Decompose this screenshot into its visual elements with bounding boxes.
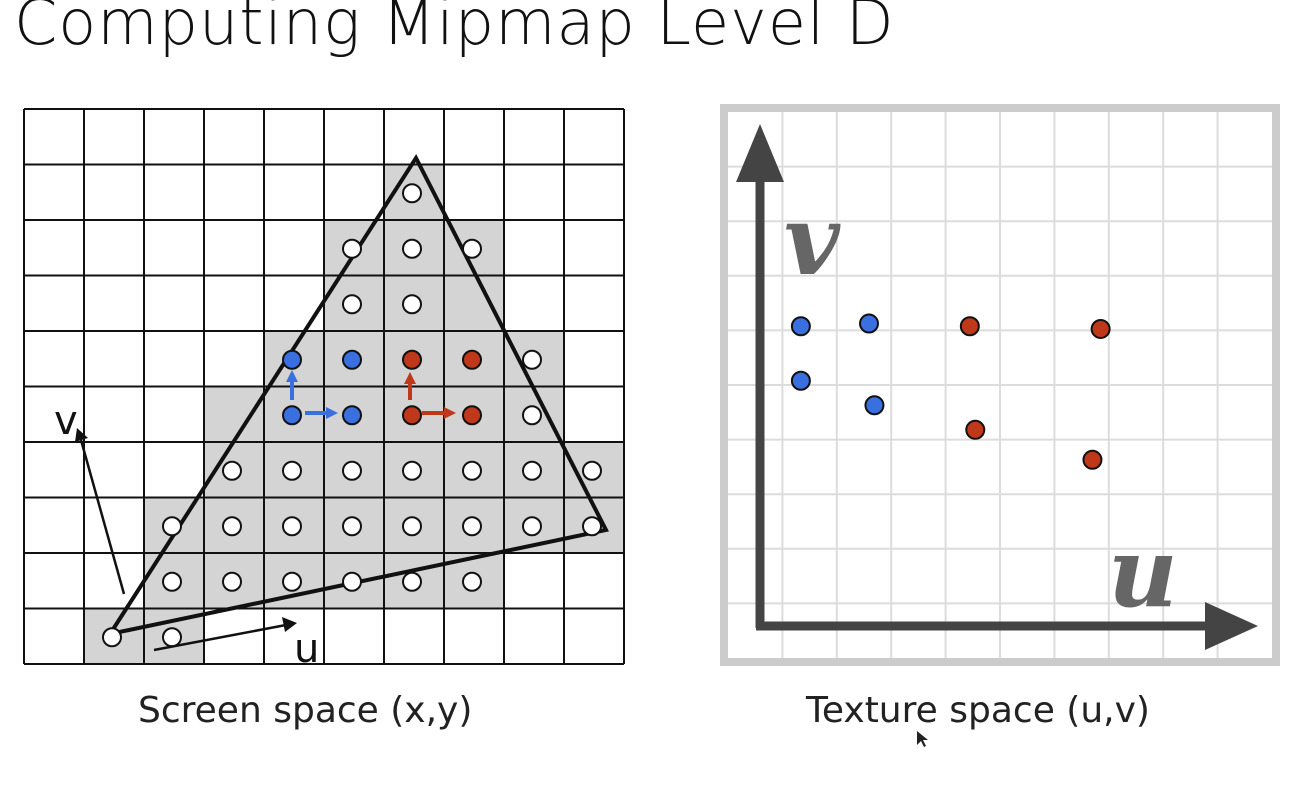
- red-arrow-right-head: [444, 407, 456, 419]
- pixel-sample-white: [162, 627, 182, 648]
- texture-space-caption: Texture space (u,v): [806, 690, 1150, 731]
- pixel-sample-white: [402, 516, 422, 537]
- pixel-sample-white: [342, 460, 362, 481]
- texture-u-axis-head: [1205, 602, 1258, 650]
- red-arrow-up-head: [404, 372, 416, 384]
- pixel-sample-white: [162, 516, 182, 537]
- pixel-sample-white: [162, 571, 182, 592]
- pixel-sample-white: [402, 294, 422, 315]
- texture-sample-blue: [859, 313, 879, 334]
- pixel-sample-white: [282, 460, 302, 481]
- pixel-sample-red: [462, 405, 482, 426]
- pixel-sample-blue: [342, 405, 362, 426]
- shaded-pixel-cell: [444, 275, 504, 331]
- texture-grid: [728, 112, 1272, 658]
- pixel-sample-white: [462, 460, 482, 481]
- u-arrow-head: [282, 617, 297, 632]
- screen-space-diagram: u v: [23, 108, 625, 672]
- pixel-sample-white: [522, 460, 542, 481]
- pixel-sample-white: [402, 460, 422, 481]
- texture-u-label: u: [1108, 516, 1178, 629]
- pixel-sample-white: [402, 183, 422, 204]
- texture-sample-red: [965, 419, 986, 440]
- texture-sample-red: [959, 316, 980, 337]
- pixel-sample-red: [402, 405, 422, 426]
- pixel-sample-white: [222, 516, 242, 537]
- pixel-sample-blue: [342, 349, 362, 370]
- shaded-pixel-cell: [204, 386, 264, 442]
- screen-pixel-grid: [23, 108, 625, 665]
- texture-sample-blue: [864, 395, 885, 416]
- pixel-sample-white: [342, 294, 362, 315]
- texture-space-diagram: v u: [720, 104, 1280, 666]
- u-arrow: [153, 623, 287, 652]
- blue-arrow-right-head: [326, 407, 338, 419]
- pixel-sample-white: [582, 516, 602, 537]
- texture-v-axis-head: [736, 124, 784, 182]
- pixel-sample-white: [282, 571, 302, 592]
- pixel-sample-white: [462, 571, 482, 592]
- pixel-sample-white: [342, 516, 362, 537]
- screen-v-label: v: [54, 398, 78, 444]
- slide-title: Computing Mipmap Level D: [14, 0, 895, 59]
- pixel-sample-red: [462, 349, 482, 370]
- v-arrow-head: [75, 428, 88, 442]
- pixel-sample-white: [522, 516, 542, 537]
- v-arrow: [79, 439, 126, 595]
- screen-sample-points: [102, 183, 602, 648]
- blue-arrow-up-head: [286, 370, 298, 382]
- texture-sample-blue: [790, 370, 811, 391]
- pixel-sample-white: [102, 627, 122, 648]
- pixel-sample-white: [342, 571, 362, 592]
- pixel-sample-white: [282, 516, 302, 537]
- uv-basis-arrows: [75, 428, 297, 652]
- pixel-sample-white: [462, 238, 482, 259]
- pixel-sample-white: [222, 460, 242, 481]
- texture-v-label: v: [784, 184, 841, 297]
- pixel-sample-red: [402, 349, 422, 370]
- pixel-sample-white: [462, 516, 482, 537]
- pixel-sample-blue: [282, 405, 302, 426]
- texture-axes: [736, 124, 1258, 650]
- pixel-sample-blue: [282, 349, 302, 370]
- texture-sample-blue: [790, 316, 811, 337]
- texture-sample-red: [1082, 449, 1103, 470]
- pixel-sample-white: [522, 405, 542, 426]
- derivative-arrows: [286, 370, 456, 419]
- screen-space-caption: Screen space (x,y): [138, 690, 473, 731]
- pixel-sample-white: [222, 571, 242, 592]
- screen-u-label: u: [294, 626, 319, 672]
- pixel-sample-white: [402, 571, 422, 592]
- pixel-sample-white: [582, 460, 602, 481]
- pixel-sample-white: [402, 238, 422, 259]
- texture-sample-red: [1090, 318, 1111, 339]
- texture-sample-points: [790, 313, 1111, 470]
- pixel-sample-white: [342, 238, 362, 259]
- mouse-cursor-icon: [917, 731, 928, 747]
- pixel-sample-white: [522, 349, 542, 370]
